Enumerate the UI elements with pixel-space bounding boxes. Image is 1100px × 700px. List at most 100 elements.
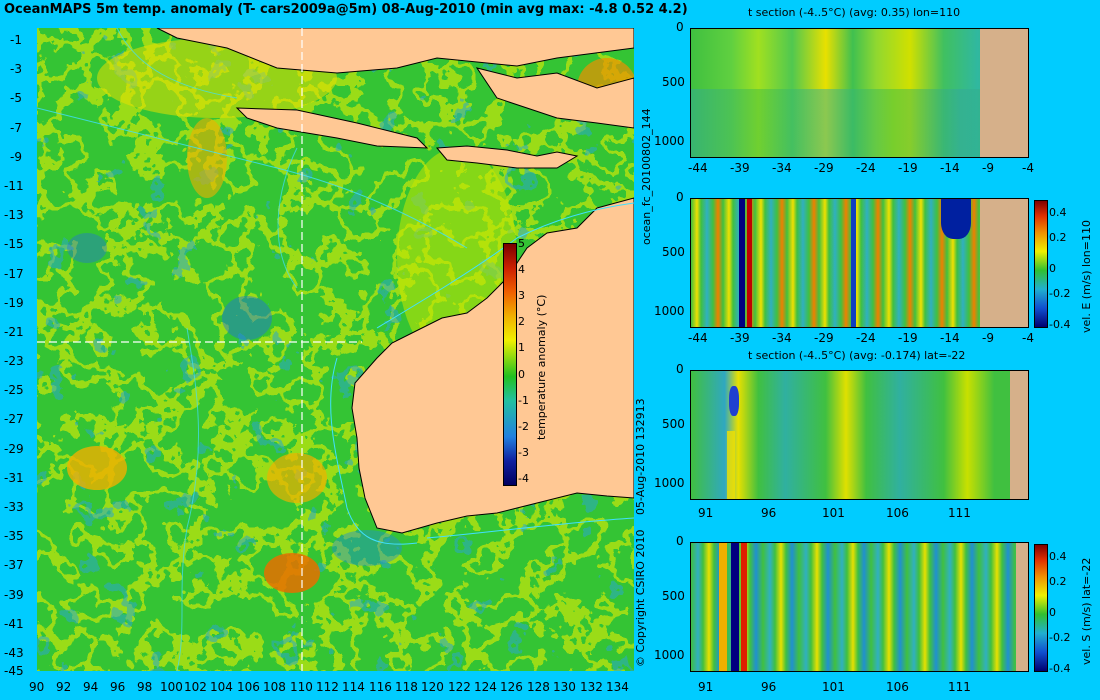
panel3-t-section-lat[interactable]	[690, 370, 1029, 500]
x-tick: 101	[822, 506, 845, 520]
depth-tick: 1000	[654, 648, 685, 662]
x-tick: -19	[898, 331, 918, 345]
panel1-t-section-lon[interactable]	[690, 28, 1029, 158]
lat-tick: -45	[4, 664, 24, 678]
lat-tick: -1	[10, 33, 22, 47]
map-colorbar-tick: 0	[518, 368, 525, 381]
panel2-x-axis: -44 -39 -34 -29 -24 -19 -14 -9 -4	[682, 331, 1042, 347]
lat-tick: -21	[4, 325, 24, 339]
colorbar-tick: 0.4	[1049, 550, 1067, 563]
lat-tick: -27	[4, 412, 24, 426]
map-canvas	[37, 28, 634, 671]
lat-tick: -29	[4, 442, 24, 456]
x-tick: -44	[688, 161, 708, 175]
lon-tick: 98	[137, 680, 153, 694]
lon-tick: 90	[29, 680, 45, 694]
map-colorbar	[503, 243, 517, 486]
x-tick: 101	[822, 680, 845, 694]
lon-tick: 104	[210, 680, 233, 694]
lat-tick: -15	[4, 237, 24, 251]
panel1-x-axis: -44 -39 -34 -29 -24 -19 -14 -9 -4	[682, 161, 1042, 177]
x-tick: -24	[856, 331, 876, 345]
lat-tick: -5	[10, 91, 22, 105]
lat-axis: -1 -3 -5 -7 -9 -11 -13 -15 -17 -19 -21 -…	[0, 28, 35, 688]
x-tick: 106	[886, 506, 909, 520]
x-tick: -19	[898, 161, 918, 175]
lat-tick: -31	[4, 471, 24, 485]
map-colorbar-tick: 1	[518, 341, 525, 354]
map-colorbar-label: temperature anomaly (°C)	[535, 294, 548, 440]
lon-tick: 118	[395, 680, 418, 694]
depth-tick: 0	[676, 190, 684, 204]
lon-tick: 112	[316, 680, 339, 694]
panel2-colorbar-ticks: 0.4 0.2 0 -0.2 -0.4	[1049, 194, 1079, 334]
lat-tick: -7	[10, 121, 22, 135]
colorbar-tick: 0	[1049, 606, 1056, 619]
x-tick: -39	[730, 331, 750, 345]
lat-tick: -3	[10, 62, 22, 76]
x-tick: -34	[772, 161, 792, 175]
colorbar-tick: -0.4	[1049, 662, 1071, 675]
lat-tick: -11	[4, 179, 24, 193]
map-colorbar-tick: 3	[518, 289, 525, 302]
lon-tick: 134	[606, 680, 629, 694]
panel4-colorbar-ticks: 0.4 0.2 0 -0.2 -0.4	[1049, 538, 1079, 678]
lon-tick: 130	[553, 680, 576, 694]
lon-tick: 132	[580, 680, 603, 694]
map-colorbar-tick: -2	[518, 420, 529, 433]
map-colorbar-tick: 4	[518, 263, 525, 276]
lat-tick: -37	[4, 558, 24, 572]
lon-tick: 114	[342, 680, 365, 694]
panel4-vel-s-section[interactable]	[690, 542, 1029, 672]
map-colorbar-tick: -3	[518, 446, 529, 459]
lat-tick: -33	[4, 500, 24, 514]
lon-axis: 90 92 94 96 98 100 102 104 106 108 110 1…	[0, 680, 640, 700]
depth-tick: 0	[676, 534, 684, 548]
map-colorbar-tick: 5	[518, 237, 525, 250]
colorbar-tick: 0.2	[1049, 575, 1067, 588]
lon-tick: 110	[290, 680, 313, 694]
depth-tick: 500	[662, 417, 685, 431]
x-tick: 106	[886, 680, 909, 694]
lat-tick: -39	[4, 588, 24, 602]
panel2-vel-e-section[interactable]	[690, 198, 1029, 328]
run-time-label: 05-Aug-2010 132913	[634, 398, 647, 515]
panel2-colorbar	[1034, 200, 1048, 328]
lat-tick: -13	[4, 208, 24, 222]
lon-tick: 124	[474, 680, 497, 694]
depth-tick: 0	[676, 20, 684, 34]
x-tick: -14	[940, 161, 960, 175]
lon-tick: 102	[184, 680, 207, 694]
map-colorbar-ticks: 5 4 3 2 1 0 -1 -2 -3 -4	[518, 237, 538, 497]
lon-tick: 94	[83, 680, 99, 694]
panel3-depth-axis: 0 500 1000	[650, 362, 688, 502]
depth-tick: 500	[662, 75, 685, 89]
x-tick: 96	[761, 506, 777, 520]
depth-tick: 1000	[654, 134, 685, 148]
x-tick: 91	[698, 506, 714, 520]
lon-tick: 96	[110, 680, 126, 694]
panel4-colorbar-label: vel. S (m/s) lat=-22	[1080, 557, 1093, 665]
colorbar-tick: 0	[1049, 262, 1056, 275]
x-tick: -4	[1022, 331, 1034, 345]
x-tick: 91	[698, 680, 714, 694]
colorbar-tick: 0.2	[1049, 231, 1067, 244]
map-colorbar-tick: 2	[518, 315, 525, 328]
panel4-x-axis: 91 96 101 106 111	[682, 680, 1042, 696]
lon-tick: 106	[237, 680, 260, 694]
x-tick: -9	[982, 161, 994, 175]
depth-tick: 500	[662, 589, 685, 603]
colorbar-tick: -0.4	[1049, 318, 1071, 331]
x-tick: -14	[940, 331, 960, 345]
x-tick: -29	[814, 331, 834, 345]
x-tick: 111	[948, 506, 971, 520]
lon-tick: 120	[421, 680, 444, 694]
panel3-title: t section (-4..5°C) (avg: -0.174) lat=-2…	[748, 349, 966, 362]
panel2-colorbar-label: vel. E (m/s) lon=110	[1080, 220, 1093, 333]
x-tick: 96	[761, 680, 777, 694]
lat-tick: -23	[4, 354, 24, 368]
temperature-anomaly-map[interactable]	[37, 28, 634, 671]
lat-tick: -25	[4, 383, 24, 397]
depth-tick: 500	[662, 245, 685, 259]
x-tick: -44	[688, 331, 708, 345]
